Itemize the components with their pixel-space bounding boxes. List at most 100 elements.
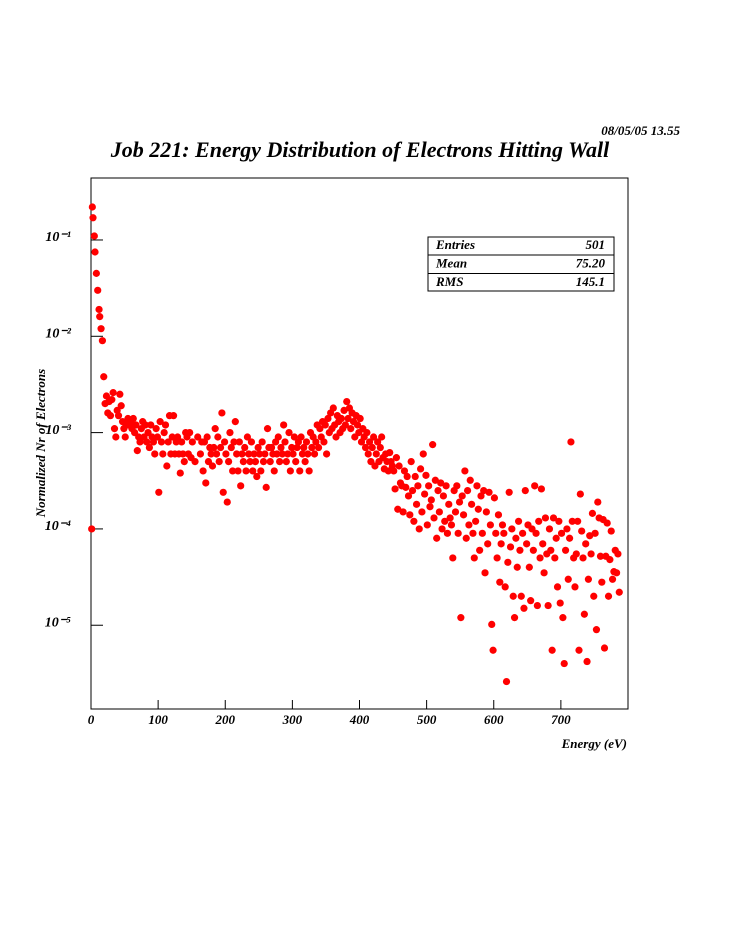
data-point [91, 248, 99, 256]
data-point [361, 443, 370, 452]
data-point [434, 486, 442, 495]
data-point [455, 498, 464, 506]
data-point [320, 438, 328, 446]
data-point [414, 482, 422, 490]
data-point [368, 443, 376, 452]
data-point [211, 425, 219, 433]
data-point [149, 438, 158, 446]
data-point [529, 546, 537, 554]
data-point [564, 575, 572, 583]
data-point [356, 414, 364, 423]
data-point [329, 404, 337, 412]
data-point [541, 514, 550, 522]
data-point [227, 443, 235, 452]
data-point [421, 490, 429, 498]
data-point [504, 558, 512, 566]
data-point [242, 467, 250, 475]
data-point [207, 450, 215, 458]
data-point [454, 529, 462, 537]
data-point [579, 554, 587, 562]
data-point [310, 450, 319, 458]
data-point [407, 457, 415, 466]
data-point [132, 421, 140, 429]
data-point [552, 534, 560, 542]
data-point [94, 286, 102, 294]
data-point [594, 498, 602, 506]
data-point [223, 498, 231, 506]
data-point [500, 529, 508, 537]
data-point [173, 433, 182, 441]
data-point [186, 429, 194, 437]
data-point [90, 232, 98, 240]
x-tick-label: 500 [417, 712, 437, 727]
data-point [215, 457, 223, 466]
y-axis-label: Normalized Nr of Electrons [33, 369, 48, 518]
data-point [280, 421, 288, 429]
data-point [282, 457, 290, 466]
data-point [164, 438, 172, 446]
data-point [188, 438, 196, 446]
data-point [615, 588, 623, 596]
data-point [537, 485, 546, 493]
data-point [531, 482, 539, 490]
data-point [438, 525, 446, 533]
data-point [308, 443, 316, 452]
data-point [399, 508, 407, 516]
chart-title: Job 221: Energy Distribution of Electron… [110, 137, 610, 162]
data-point [422, 471, 430, 479]
data-point [580, 610, 588, 618]
data-point [323, 450, 331, 458]
data-point [145, 443, 153, 452]
data-point [517, 592, 525, 600]
data-point [369, 433, 378, 441]
data-point [203, 433, 211, 441]
data-point [176, 469, 184, 477]
data-point [235, 438, 243, 446]
data-point [278, 450, 286, 458]
data-point [293, 443, 301, 452]
data-point [114, 412, 123, 420]
data-point [606, 556, 614, 564]
data-point [212, 450, 221, 458]
data-point [284, 450, 292, 458]
data-point [527, 597, 535, 605]
data-point [441, 517, 449, 525]
data-point [462, 534, 470, 542]
data-point [109, 389, 117, 397]
data-point [253, 472, 261, 481]
data-point [484, 540, 492, 548]
data-point [343, 397, 351, 406]
data-point [553, 583, 562, 591]
data-point [285, 429, 293, 437]
data-point [237, 482, 245, 490]
data-point [273, 450, 281, 458]
data-point [247, 438, 256, 446]
data-point [262, 483, 270, 491]
data-point [501, 583, 509, 591]
stats-value: 501 [586, 237, 606, 252]
data-point [612, 569, 621, 577]
data-point [463, 486, 472, 495]
x-axis-label: Energy (eV) [561, 736, 627, 751]
data-point [376, 443, 384, 452]
data-point [493, 554, 501, 562]
data-point [168, 433, 176, 441]
data-point [481, 569, 489, 577]
data-point [587, 550, 595, 558]
data-point [571, 583, 579, 591]
data-point [525, 563, 533, 571]
data-point [365, 438, 374, 446]
data-point [277, 443, 285, 452]
stats-value: 75.20 [576, 255, 606, 270]
data-point [391, 485, 399, 493]
stats-name: Entries [435, 237, 475, 252]
data-point [576, 490, 584, 498]
x-tick-label: 700 [551, 712, 571, 727]
data-point [497, 540, 505, 548]
data-point [374, 438, 382, 446]
data-point [210, 443, 218, 452]
data-point [478, 529, 486, 537]
data-point [469, 529, 477, 537]
data-point [516, 546, 524, 554]
data-point [443, 529, 452, 537]
